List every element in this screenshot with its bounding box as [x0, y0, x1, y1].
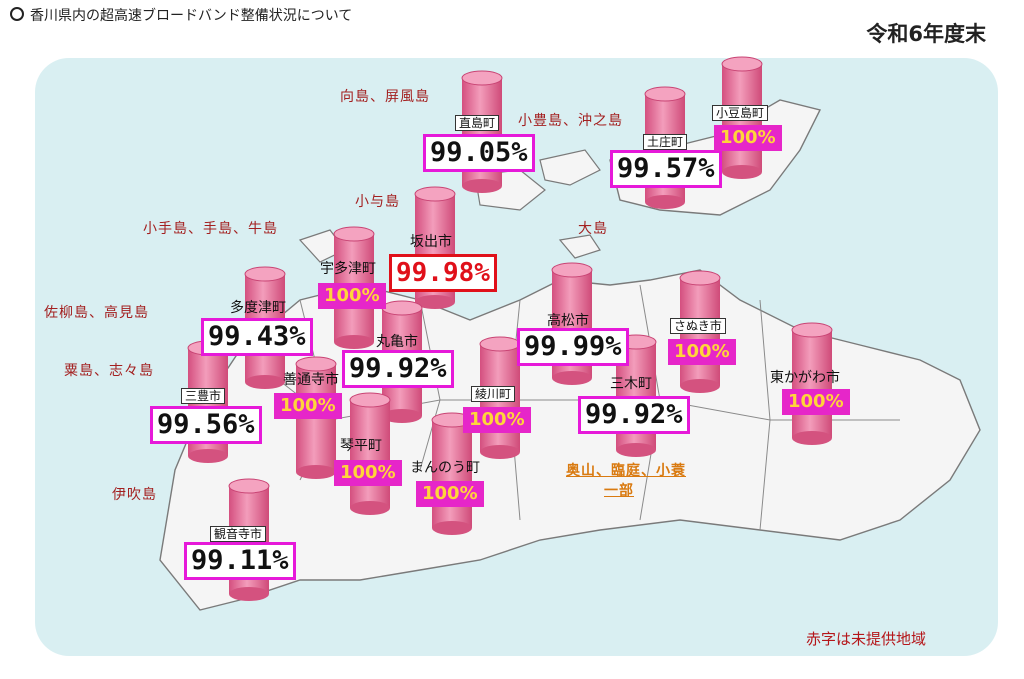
coverage-value: 99.92% [578, 396, 690, 434]
municipality-name: 東かがわ市 [770, 370, 840, 386]
coverage-value: 100% [274, 393, 342, 419]
page-title: 香川県内の超高速ブロードバンド整備状況について [30, 8, 353, 24]
island-label: 向島、屏風島 [340, 89, 430, 105]
coverage-value: 99.43% [201, 318, 313, 356]
municipality-name: 多度津町 [230, 300, 286, 316]
island-label: 小手島、手島、牛島 [143, 221, 278, 237]
fiscal-period: 令和6年度末 [866, 22, 986, 46]
coverage-value: 100% [334, 460, 402, 486]
municipality-name: さぬき市 [670, 318, 726, 334]
municipality-name: 三木町 [610, 376, 652, 392]
coverage-value: 100% [463, 407, 531, 433]
island-label: 粟島、志々島 [64, 363, 154, 379]
small-island-shape [558, 234, 601, 259]
municipality-name: まんのう町 [410, 460, 480, 476]
coverage-value: 99.05% [423, 134, 535, 172]
island-label-unserved: 奥山、臨庭、小蓑 [566, 463, 686, 479]
bar-cylinder-manno [431, 412, 473, 535]
municipality-name: 琴平町 [340, 438, 382, 454]
coverage-value: 99.99% [517, 328, 629, 366]
municipality-name: 坂出市 [410, 234, 452, 250]
island-label: 小与島 [355, 194, 400, 210]
coverage-value: 100% [318, 283, 386, 309]
municipality-name: 綾川町 [471, 386, 516, 402]
legend-note: 赤字は未提供地域 [806, 630, 927, 648]
island-label: 大島 [578, 221, 608, 237]
municipality-name: 宇多津町 [320, 261, 376, 277]
bar-cylinder-kotohira [349, 392, 391, 515]
coverage-value: 99.11% [184, 542, 296, 580]
municipality-name: 善通寺市 [283, 372, 339, 388]
small-island-shape [539, 149, 601, 186]
coverage-value-red: 99.98% [389, 254, 497, 292]
municipality-name: 高松市 [547, 313, 589, 329]
circle-bullet-icon [10, 7, 24, 21]
municipality-name: 観音寺市 [210, 526, 267, 542]
municipality-name: 小豆島町 [712, 105, 769, 121]
coverage-value: 99.92% [342, 350, 454, 388]
bar-cylinder-naoshima [461, 70, 503, 193]
island-label: 佐柳島、高見島 [44, 305, 149, 321]
municipality-name: 直島町 [455, 115, 500, 131]
page-header: 香川県内の超高速ブロードバンド整備状況について [10, 5, 352, 25]
municipality-name: 土庄町 [643, 134, 688, 150]
coverage-value: 100% [668, 339, 736, 365]
coverage-value: 99.57% [610, 150, 722, 188]
island-label: 小豊島、沖之島 [518, 113, 623, 129]
coverage-value: 100% [782, 389, 850, 415]
island-label: 伊吹島 [112, 487, 157, 503]
coverage-value: 100% [714, 125, 782, 151]
bar-cylinder-higashikagawa [791, 322, 833, 445]
municipality-name: 三豊市 [181, 388, 226, 404]
island-label-unserved: 一部 [604, 483, 634, 499]
coverage-value: 100% [416, 481, 484, 507]
coverage-value: 99.56% [150, 406, 262, 444]
municipality-name: 丸亀市 [376, 334, 418, 350]
